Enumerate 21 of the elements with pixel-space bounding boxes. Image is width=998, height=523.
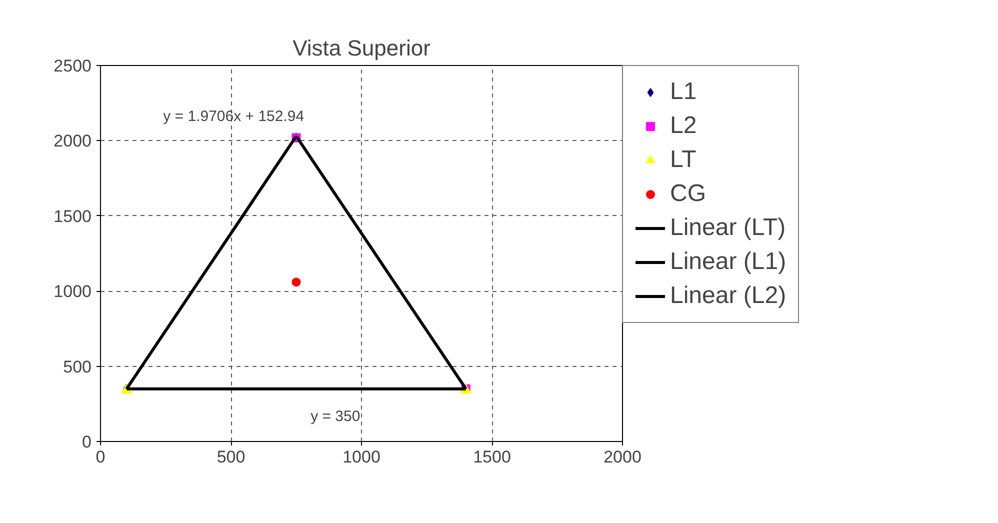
annotation: y = 1.9706x + 152.94 bbox=[163, 108, 304, 125]
x-tick-label: 500 bbox=[216, 448, 246, 466]
legend-label: L1 bbox=[670, 78, 697, 106]
legend-label: LT bbox=[670, 146, 696, 174]
y-tick-label: 1500 bbox=[54, 206, 92, 226]
x-tick-label: 0 bbox=[96, 448, 106, 466]
x-tick-label: 1500 bbox=[473, 448, 511, 466]
y-tick-label: 0 bbox=[82, 432, 92, 452]
legend-label: CG bbox=[670, 180, 706, 208]
annotation: y = 350 bbox=[310, 408, 360, 426]
y-tick-label: 1000 bbox=[54, 282, 92, 302]
y-tick-label: 500 bbox=[63, 357, 92, 376]
x-tick-label: 2000 bbox=[604, 448, 642, 466]
y-tick-label: 2000 bbox=[54, 132, 92, 151]
x-tick-label: 1000 bbox=[342, 448, 380, 466]
y-tick-label: 2500 bbox=[54, 56, 92, 76]
legend-label: Linear (LT) bbox=[670, 214, 786, 242]
legend-label: Linear (L2) bbox=[670, 282, 786, 310]
chart-title: Vista Superior bbox=[292, 36, 430, 60]
legend-label: L2 bbox=[670, 112, 697, 140]
legend-label: Linear (L1) bbox=[670, 248, 786, 276]
